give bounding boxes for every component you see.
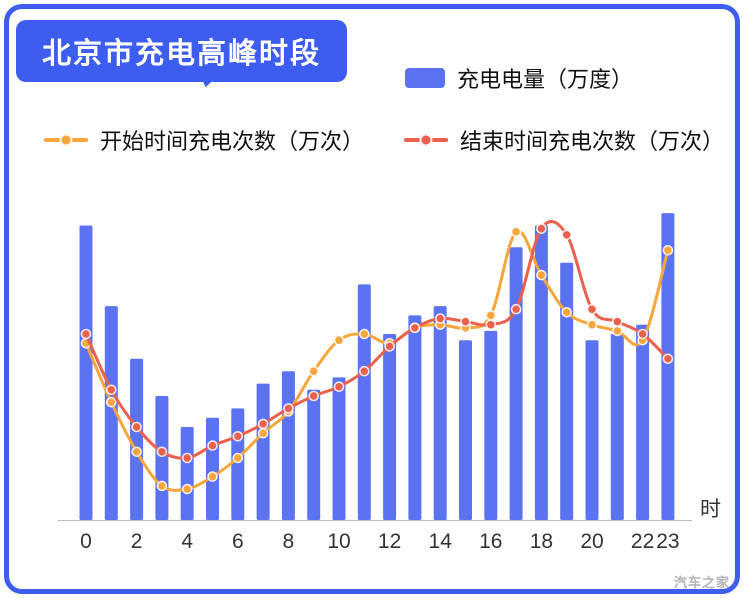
bar-hour-20 [585,340,599,520]
start-marker-hour-16 [485,310,497,321]
end-marker-hour-11 [358,365,370,377]
x-tick-label: 10 [327,530,350,553]
bar-hour-14 [433,306,447,520]
bar-hour-4 [180,427,194,520]
bar-hour-22 [636,324,650,520]
legend-label-charge-volume: 充电电量（万度） [457,67,634,92]
chart-title-badge: 北京市充电高峰时段 [16,20,348,82]
start-marker-hour-21 [611,325,623,337]
watermark: 汽车之家 [673,575,730,590]
bar-hour-2 [130,358,144,520]
end-marker-hour-16 [485,319,497,331]
start-marker-hour-1 [106,396,117,408]
legend-bar-swatch [405,68,445,88]
bar-hour-16 [484,330,498,520]
bar-hour-0 [79,225,93,520]
start-marker-hour-23 [662,245,674,256]
bar-hour-7 [256,383,270,520]
end-marker-hour-9 [308,390,320,402]
legend-label-start-count: 开始时间充电次数（万次） [100,129,365,154]
start-marker-hour-20 [586,319,598,331]
chart-title: 北京市充电高峰时段 [42,38,322,70]
x-axis-unit-label: 时 [700,498,721,521]
bar-hour-9 [307,389,321,520]
bar-hour-12 [383,334,397,520]
bar-hour-23 [661,213,675,520]
bar-hour-17 [509,247,523,520]
legend-line-swatch-end [404,133,448,147]
end-marker-hour-1 [106,384,117,396]
legend-item-end-count: 结束时间充电次数（万次） [404,124,724,156]
start-marker-hour-6 [232,452,244,464]
bar-hour-3 [155,396,169,520]
legend-dot-end [419,133,433,147]
end-marker-hour-18 [536,223,547,234]
bar-hour-18 [534,225,548,520]
legend-line-swatch-start [44,133,88,147]
bar-hour-10 [332,377,346,520]
legend-item-start-count: 开始时间充电次数（万次） [44,124,364,156]
start-marker-hour-2 [131,446,142,458]
start-marker-hour-10 [333,334,345,346]
bar-hour-8 [281,371,295,520]
start-marker-hour-11 [358,328,370,340]
end-marker-hour-20 [586,303,598,315]
bar-hour-6 [231,408,245,520]
end-marker-hour-22 [637,328,648,340]
bar-hour-15 [459,340,472,520]
start-marker-hour-18 [536,269,547,281]
x-tick-label: 23 [656,530,679,553]
end-marker-hour-6 [232,430,244,442]
x-tick-label: 22 [631,530,654,553]
end-marker-hour-0 [80,328,92,340]
x-tick-label: 2 [131,530,143,553]
start-marker-hour-9 [308,365,320,377]
start-marker-hour-19 [561,306,573,318]
end-marker-hour-17 [510,303,522,315]
start-marker-hour-7 [257,427,269,439]
end-marker-hour-3 [156,446,168,458]
bar-hour-21 [610,334,624,520]
end-marker-hour-5 [207,440,218,451]
start-marker-hour-3 [156,480,168,492]
start-marker-hour-4 [181,483,193,495]
end-marker-hour-21 [611,316,623,327]
end-marker-hour-2 [131,421,142,433]
bar-hour-11 [357,284,371,520]
x-tick-label: 4 [181,530,193,553]
end-marker-hour-13 [409,322,421,334]
end-marker-hour-14 [434,313,446,324]
end-marker-hour-15 [460,316,471,327]
x-tick-label: 8 [283,530,295,553]
x-tick-label: 20 [580,530,603,553]
legend-item-charge-volume: 充电电量（万度） [405,62,633,94]
x-tick-label: 6 [232,530,244,553]
x-tick-label: 0 [80,530,92,553]
start-marker-hour-5 [207,471,218,482]
end-marker-hour-19 [561,229,573,241]
x-tick-label: 12 [378,530,401,553]
end-marker-hour-4 [181,452,193,464]
x-tick-label: 18 [530,530,553,553]
legend-dot-start [59,133,73,147]
bar-hour-19 [560,262,574,520]
legend-label-end-count: 结束时间充电次数（万次） [460,129,725,154]
start-marker-hour-17 [510,226,522,237]
end-marker-hour-23 [662,353,674,365]
x-tick-label: 16 [479,530,502,553]
x-tick-label: 14 [429,530,453,553]
end-marker-hour-7 [257,418,269,430]
end-marker-hour-8 [283,403,294,414]
end-marker-hour-12 [384,341,395,352]
end-marker-hour-10 [333,381,345,393]
bar-hour-5 [206,417,219,520]
bar-hour-13 [408,315,422,520]
bar-hour-1 [104,306,118,520]
